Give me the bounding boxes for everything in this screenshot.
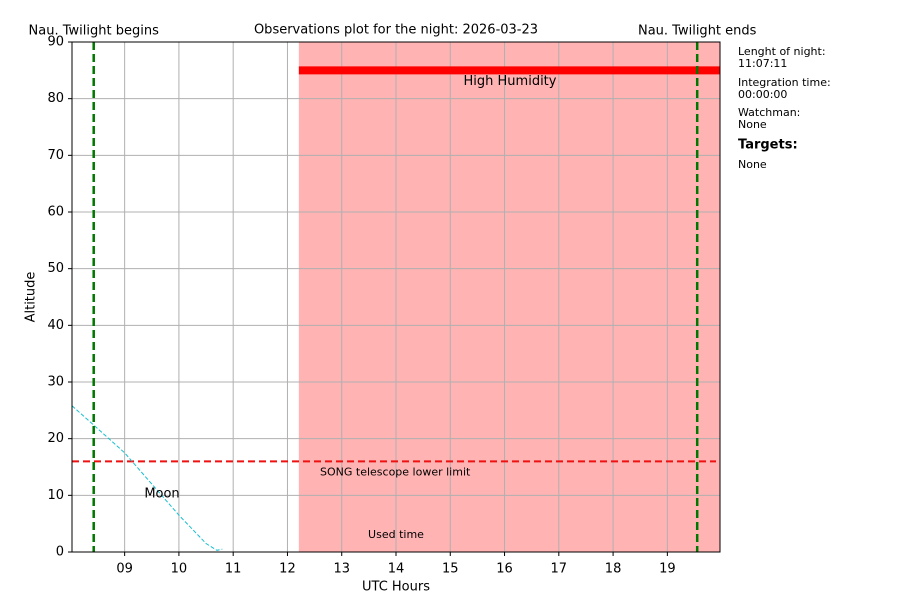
chart-title: Observations plot for the night: 2026-03… <box>254 23 538 38</box>
y-tick-label: 40 <box>47 318 64 333</box>
twilight-label: Nau. Twilight ends <box>638 24 757 39</box>
x-tick-label: 15 <box>442 562 459 577</box>
side-value: None <box>738 158 767 171</box>
x-tick-label: 09 <box>116 562 133 577</box>
lower-limit-label: SONG telescope lower limit <box>320 465 471 478</box>
y-tick-label: 50 <box>47 261 64 276</box>
side-value: 11:07:11 <box>738 57 787 70</box>
x-tick-label: 16 <box>496 562 513 577</box>
humidity-shade <box>298 42 720 552</box>
y-tick-label: 0 <box>56 545 64 560</box>
y-tick-label: 10 <box>47 488 64 503</box>
twilight-label: Nau. Twilight begins <box>29 24 160 39</box>
series-label: Moon <box>144 487 179 502</box>
x-tick-label: 19 <box>659 562 676 577</box>
x-tick-label: 11 <box>225 562 242 577</box>
y-tick-label: 80 <box>47 91 64 106</box>
used-time-label: Used time <box>368 528 424 541</box>
x-axis-label: UTC Hours <box>362 580 430 595</box>
x-tick-label: 18 <box>605 562 622 577</box>
side-value: None <box>738 118 767 131</box>
plot-frame <box>71 41 721 553</box>
moon-line <box>71 405 223 551</box>
y-axis-label: Altitude <box>24 272 39 323</box>
y-tick-label: 20 <box>47 431 64 446</box>
side-heading: Targets: <box>738 138 798 153</box>
x-tick-label: 10 <box>171 562 188 577</box>
humidity-label: High Humidity <box>464 74 557 89</box>
x-tick-label: 12 <box>279 562 296 577</box>
y-tick-label: 70 <box>47 148 64 163</box>
y-tick-label: 90 <box>47 35 64 50</box>
y-tick-label: 60 <box>47 205 64 220</box>
side-value: 00:00:00 <box>738 88 787 101</box>
x-tick-label: 17 <box>551 562 568 577</box>
side-label: Watchman: <box>738 106 800 119</box>
side-label: Integration time: <box>738 76 831 89</box>
y-tick-label: 30 <box>47 375 64 390</box>
side-label: Lenght of night: <box>738 45 826 58</box>
x-tick-label: 14 <box>388 562 405 577</box>
x-tick-label: 13 <box>333 562 350 577</box>
